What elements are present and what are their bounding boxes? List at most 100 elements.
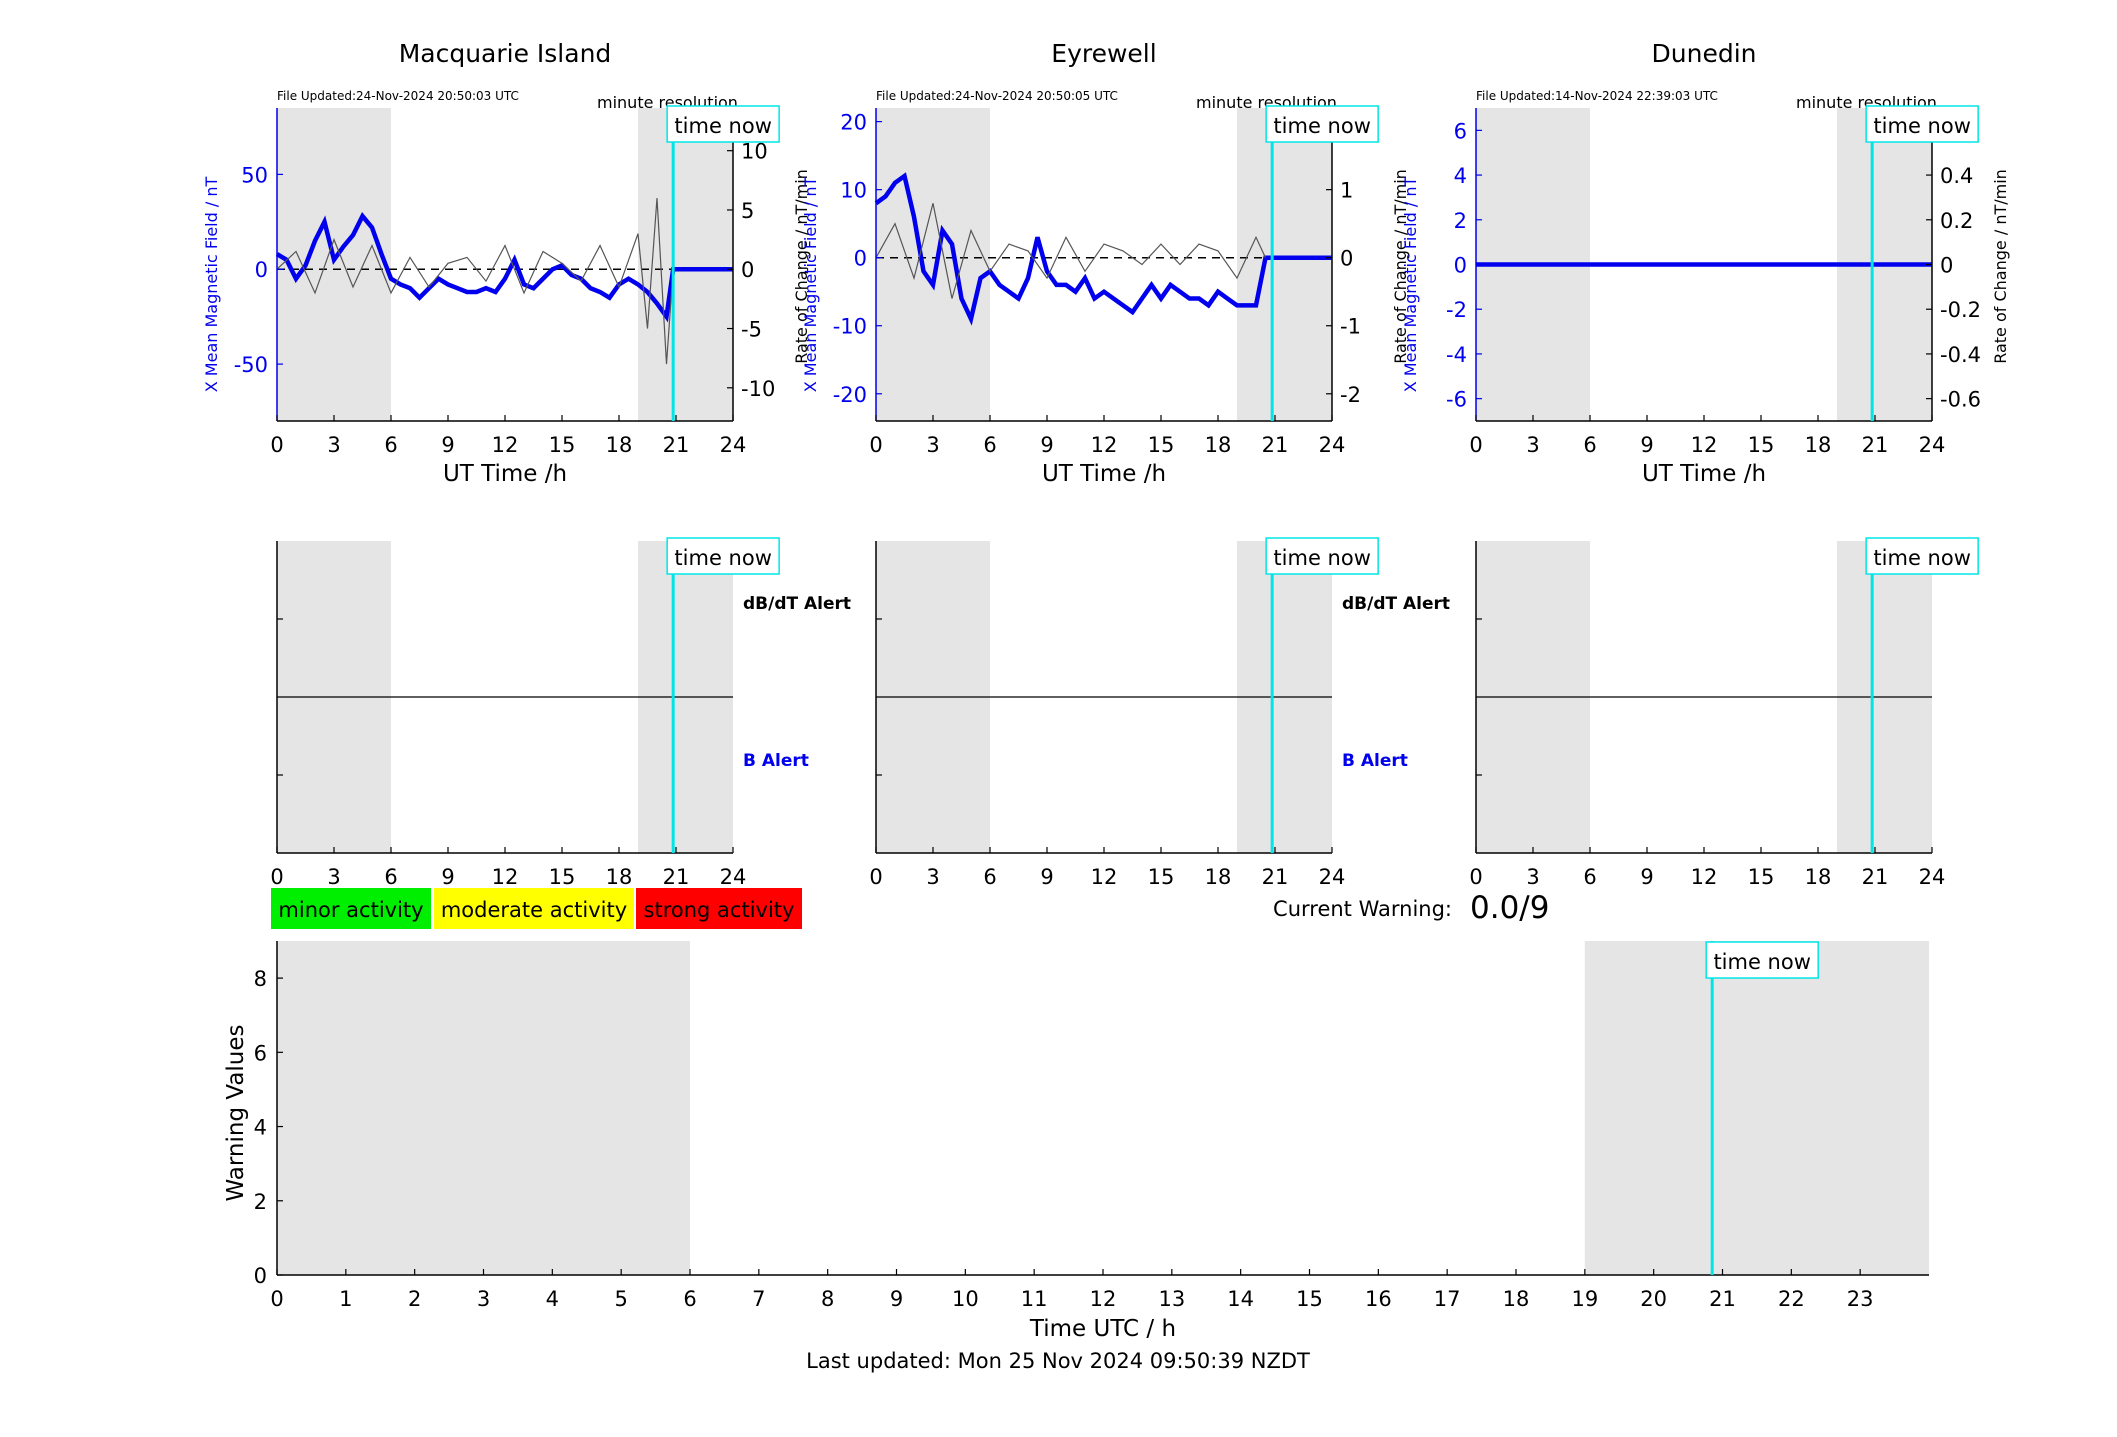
alert-panel-2: 0 3 6 9 12 15 18 21 24 dB/dT Alert B Alert time now xyxy=(869,537,1450,889)
current-warning-value: 0.0/9 xyxy=(1470,890,1549,926)
x-tick-label: 0 xyxy=(869,865,882,889)
x-tick-label: 0 xyxy=(270,865,283,889)
y-left-tick-label: -4 xyxy=(1446,343,1467,367)
y-left-tick-label: 50 xyxy=(241,163,268,187)
mid-2-time-now-label: time now xyxy=(1273,546,1370,570)
x-axis-label: Time UTC / h xyxy=(1029,1316,1176,1342)
station-panel-3: 0 3 6 9 12 15 18 21 24-6-4-20246-0.6-0.4-0.200.2… xyxy=(1401,39,2010,487)
x-tick-label: 9 xyxy=(1040,865,1053,889)
y-right-tick-label: 5 xyxy=(741,199,754,223)
y-left-tick-label: 2 xyxy=(1454,209,1467,233)
x-tick-label: 18 xyxy=(1503,1287,1530,1311)
y-left-tick-label: -50 xyxy=(234,353,268,377)
mid-panels: 0 3 6 9 12 15 18 21 24 dB/dT Alert B Alert time now… xyxy=(270,537,1979,889)
b-alert-label: B Alert xyxy=(743,751,809,771)
x-tick-label: 6 xyxy=(983,865,996,889)
x-tick-label: 18 xyxy=(1205,433,1232,457)
x-tick-label: 21 xyxy=(1262,433,1289,457)
x-tick-label: 9 xyxy=(1640,433,1653,457)
x-tick-label: 14 xyxy=(1227,1287,1254,1311)
y-tick-label: 4 xyxy=(254,1116,267,1140)
x-tick-label: 10 xyxy=(952,1287,979,1311)
x-tick-label: 1 xyxy=(339,1287,352,1311)
x-tick-label: 24 xyxy=(720,865,747,889)
x-tick-label: 8 xyxy=(821,1287,834,1311)
y-left-tick-label: 4 xyxy=(1454,164,1467,188)
y-right-tick-label: 0 xyxy=(1940,254,1953,278)
shaded-region-1 xyxy=(277,108,391,421)
x-tick-label: 2 xyxy=(408,1287,421,1311)
moderate-swatch xyxy=(434,888,634,929)
y-left-axis-label: X Mean Magnetic Field / nT xyxy=(1401,177,1420,393)
x-tick-label: 24 xyxy=(720,433,747,457)
station-title: Macquarie Island xyxy=(399,39,612,68)
y-right-tick-label: 0 xyxy=(741,258,754,282)
x-tick-label: 12 xyxy=(1691,865,1718,889)
minor-label: minor activity xyxy=(278,898,423,922)
x-tick-label: 0 xyxy=(1469,433,1482,457)
y-tick-label: 8 xyxy=(254,967,267,991)
x-tick-label: 0 xyxy=(270,1287,283,1311)
x-tick-label: 13 xyxy=(1158,1287,1185,1311)
shaded-region-2 xyxy=(638,108,733,421)
y-right-tick-label: -10 xyxy=(741,377,775,401)
x-tick-label: 3 xyxy=(327,433,340,457)
x-tick-label: 19 xyxy=(1571,1287,1598,1311)
y-left-tick-label: 20 xyxy=(840,111,867,135)
x-tick-label: 21 xyxy=(1262,865,1289,889)
x-tick-label: 0 xyxy=(1469,865,1482,889)
b-field-series xyxy=(275,212,733,323)
warning-panel: 0 1 2 3 4 5 6 7 8 9 10 11 12 13 14 15 16 17 18 19 20 21 22 2302… xyxy=(223,941,1929,1342)
alert-panel-1: 0 3 6 9 12 15 18 21 24 dB/dT Alert B Alert time now xyxy=(270,537,851,889)
x-tick-label: 15 xyxy=(1148,433,1175,457)
y-axis-label: Warning Values xyxy=(223,1024,249,1201)
x-tick-label: 23 xyxy=(1847,1287,1874,1311)
x-tick-label: 9 xyxy=(1040,433,1053,457)
x-tick-label: 11 xyxy=(1021,1287,1048,1311)
rate-series xyxy=(276,198,674,365)
x-tick-label: 7 xyxy=(752,1287,765,1311)
y-right-tick-label: 10 xyxy=(741,140,768,164)
x-tick-label: 15 xyxy=(1148,865,1175,889)
y-left-tick-label: -10 xyxy=(833,315,867,339)
x-tick-label: 21 xyxy=(663,865,690,889)
file-updated: File Updated:14-Nov-2024 22:39:03 UTC xyxy=(1476,89,1718,103)
y-left-tick-label: 0 xyxy=(854,247,867,271)
bottom-time-now-box xyxy=(1705,941,1819,979)
alert-panel-3: 0 3 6 9 12 15 18 21 24 time now xyxy=(1469,537,1979,889)
x-tick-label: 6 xyxy=(1583,865,1596,889)
y-right-tick-label: 0.4 xyxy=(1940,164,1973,188)
file-updated: File Updated:24-Nov-2024 20:50:05 UTC xyxy=(876,89,1118,103)
shaded-region-2 xyxy=(1584,941,1929,1275)
activity-legend: minor activity moderate activity strong … xyxy=(271,888,1549,929)
x-tick-label: 3 xyxy=(926,433,939,457)
y-left-axis-label: X Mean Magnetic Field / nT xyxy=(801,177,820,393)
x-axis-label: UT Time /h xyxy=(1642,461,1766,487)
mid-1-time-now-box xyxy=(666,537,780,575)
x-tick-label: 0 xyxy=(869,433,882,457)
last-updated: Last updated: Mon 25 Nov 2024 09:50:39 N… xyxy=(806,1349,1310,1373)
y-left-tick-label: 6 xyxy=(1454,119,1467,143)
x-tick-label: 6 xyxy=(384,865,397,889)
y-tick-label: 6 xyxy=(254,1041,267,1065)
x-tick-label: 12 xyxy=(492,865,519,889)
mid-2-time-now-box xyxy=(1265,537,1379,575)
x-tick-label: 21 xyxy=(663,433,690,457)
y-right-tick-label: 0 xyxy=(1340,247,1353,271)
current-warning-label: Current Warning: xyxy=(1273,897,1452,921)
y-right-axis-label: Rate of Change / nT/min xyxy=(792,169,811,364)
moderate-label: moderate activity xyxy=(441,898,627,922)
x-tick-label: 21 xyxy=(1709,1287,1736,1311)
minor-swatch xyxy=(271,888,431,929)
x-axis-label: UT Time /h xyxy=(1042,461,1166,487)
bottom-time-now-label: time now xyxy=(1713,950,1810,974)
x-tick-label: 12 xyxy=(1091,433,1118,457)
x-tick-label: 3 xyxy=(926,865,939,889)
shaded-region-1 xyxy=(876,108,990,421)
shaded-region-1 xyxy=(277,941,690,1275)
x-tick-label: 15 xyxy=(1748,865,1775,889)
x-tick-label: 24 xyxy=(1919,865,1946,889)
y-right-axis-label: Rate of Change / nT/min xyxy=(1991,169,2010,364)
